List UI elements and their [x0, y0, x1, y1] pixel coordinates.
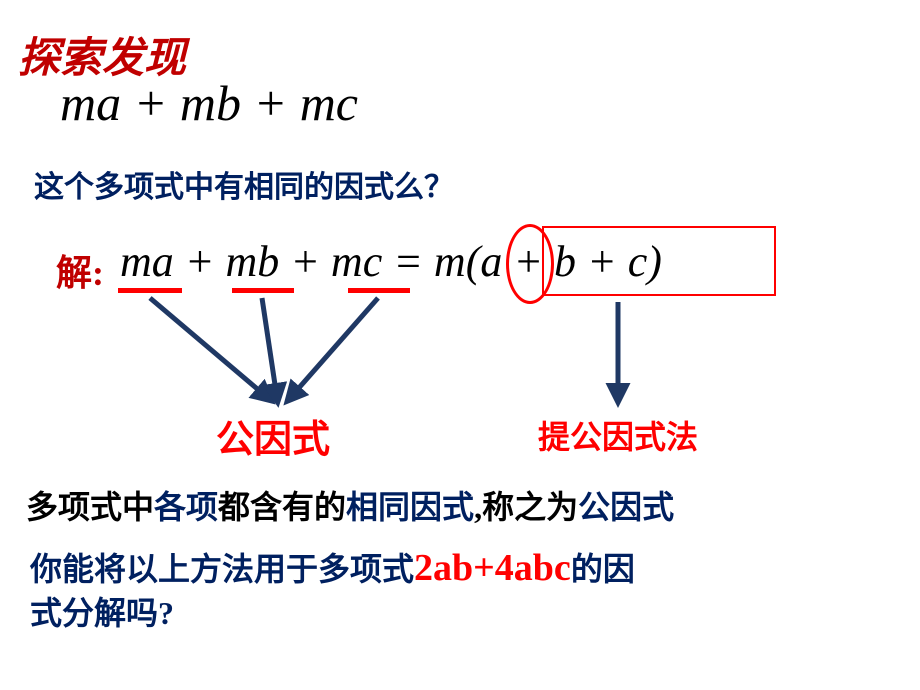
underline-mc	[348, 288, 410, 293]
label-extraction-method: 提公因式法	[538, 412, 698, 458]
underline-ma	[118, 288, 182, 293]
definition-text: 多项式中各项都含有的相同因式,称之为公因式	[26, 482, 674, 528]
solution-label: 解:	[56, 244, 104, 296]
expression-original: ma + mb + mc	[60, 74, 358, 132]
question-common-factor: 这个多项式中有相同的因式么？	[34, 162, 454, 206]
underline-mb	[232, 288, 294, 293]
question-apply-method: 你能将以上方法用于多项式2ab+4abc的因式分解吗?	[30, 544, 635, 635]
rect-highlight-parentheses	[542, 226, 776, 296]
label-common-factor: 公因式	[216, 408, 330, 463]
